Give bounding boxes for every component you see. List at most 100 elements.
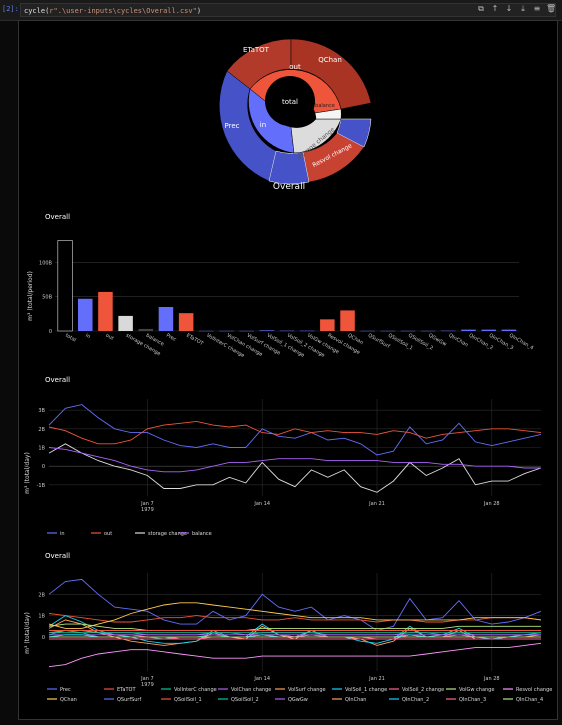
cell-prompt: [2]: xyxy=(2,5,19,13)
bar-qsoilsoil-1[interactable] xyxy=(380,330,396,332)
series-line-resvol-change[interactable] xyxy=(48,642,542,668)
xtick-label: Jan 14 xyxy=(253,676,270,682)
legend-entry-prec[interactable]: Prec xyxy=(60,687,71,693)
code-input[interactable]: cycle(r".\user-inputs\cycles\Overall.csv… xyxy=(20,3,556,17)
bar-storage-change[interactable] xyxy=(118,315,133,331)
bar-chart: Overall m³ (total/period) 100B 50B 0 total i… xyxy=(27,213,534,359)
legend-entry-qgwgw[interactable]: QGwGw xyxy=(288,697,308,703)
bar-chart-title: Overall xyxy=(45,213,70,221)
bar-qchan[interactable] xyxy=(340,310,355,331)
legend-entry-volsoil-2-change[interactable]: VolSoil_2 change xyxy=(402,687,444,693)
sunburst-center[interactable] xyxy=(265,76,315,126)
code-cell[interactable]: [2]: cycle(r".\user-inputs\cycles\Overal… xyxy=(0,0,562,21)
copy-icon[interactable]: ⧉ xyxy=(478,4,484,13)
legend-entry-qsoilsoil-1[interactable]: QSoilSoil_1 xyxy=(174,697,202,703)
series-line-balance[interactable] xyxy=(48,447,541,473)
series-line-in[interactable] xyxy=(48,404,542,456)
bar-volinterc-change[interactable] xyxy=(199,330,214,332)
ytick-label: 1B xyxy=(38,446,45,452)
output-figures: total out in storage change balance ETaT… xyxy=(24,38,552,703)
bar-volsurf-change[interactable] xyxy=(239,330,254,332)
series-line-prec[interactable] xyxy=(48,578,542,631)
bar-out[interactable] xyxy=(98,291,113,331)
legend-entry-etatot[interactable]: ETaTOT xyxy=(117,687,136,693)
arrow-up-icon[interactable]: ↑ xyxy=(491,4,499,13)
bar-xtick-label: QInChan xyxy=(447,333,469,349)
cell-toolbar: ⧉ ↑ ↓ ⤓ ≡ 🗑 xyxy=(476,3,556,15)
sunburst-label-qchan: QChan xyxy=(318,56,342,64)
download-icon[interactable]: ⤓ xyxy=(521,4,525,13)
legend-entry-qchan[interactable]: QChan xyxy=(60,697,77,703)
bar-qinchan-3[interactable] xyxy=(481,329,497,331)
ytick-label: -1B xyxy=(37,483,46,489)
legend-entry-qsoilsoil-2[interactable]: QSoilSoil_2 xyxy=(231,697,259,703)
bar-volgw-change[interactable] xyxy=(299,330,315,332)
bar-qgwgw[interactable] xyxy=(420,330,436,332)
series-line-etatot[interactable] xyxy=(48,613,542,623)
bar-prec[interactable] xyxy=(158,307,174,331)
sunburst-title: Overall xyxy=(273,182,305,192)
xtick-label: Jan 14 xyxy=(253,501,270,507)
sunburst-label-total: total xyxy=(282,98,298,106)
bar-qsurfsurf[interactable] xyxy=(360,330,375,332)
bar-xtick-label: out xyxy=(104,333,114,342)
line-chart-1-title: Overall xyxy=(45,376,70,384)
legend-entry-volinterc-change[interactable]: VolInterC change xyxy=(174,687,217,693)
trash-icon[interactable]: 🗑 xyxy=(546,4,557,13)
bar-volchan-change[interactable] xyxy=(219,330,234,332)
legend-entry-qinchan-2[interactable]: QInChan_2 xyxy=(402,697,429,703)
legend-entry-qsurfsurf[interactable]: QSurfSurf xyxy=(117,697,141,703)
sunburst-label-out: out xyxy=(289,63,301,71)
cell-output: total out in storage change balance ETaT… xyxy=(18,20,558,720)
bar-xtick-label: in xyxy=(84,333,91,340)
bar-volsoil-2-change[interactable] xyxy=(279,330,295,332)
sunburst-outer-small[interactable] xyxy=(268,150,310,185)
format-icon[interactable]: ≡ xyxy=(533,4,541,13)
legend-entry-volgw-change[interactable]: VolGw change xyxy=(459,687,494,693)
legend-entry-volchan-change[interactable]: VolChan change xyxy=(231,687,271,693)
bar-resvol-change[interactable] xyxy=(320,319,335,331)
sunburst-label-etatot: ETaTOT xyxy=(243,46,270,54)
bar-ytick-label: 100B xyxy=(39,260,53,266)
legend-entry-volsurf-change[interactable]: VolSurf change xyxy=(288,687,326,693)
sunburst-chart: total out in storage change balance ETaT… xyxy=(219,38,372,192)
sunburst-outer-prec[interactable] xyxy=(219,70,277,182)
line-chart-2-ylabel: m³ (total/day) xyxy=(24,612,31,654)
bar-etatot[interactable] xyxy=(178,313,194,331)
legend-entry-balance[interactable]: balance xyxy=(192,531,212,537)
legend-entry-qinchan-4[interactable]: QInChan_4 xyxy=(516,697,543,703)
bar-qinchan-2[interactable] xyxy=(461,329,476,331)
legend-entry-resvol-change[interactable]: Resvol change xyxy=(516,687,552,693)
legend-entry-volsoil-1-change[interactable]: VolSoil_1 change xyxy=(345,687,387,693)
bar-balance[interactable] xyxy=(138,328,154,331)
line-chart-1: Overall m³ (total/day) 3B 2B 1B 0 -1B Jan 719… xyxy=(24,376,542,537)
bar-qsoilsoil-2[interactable] xyxy=(400,330,416,332)
ytick-label: 3B xyxy=(38,408,45,414)
bar-qinchan-4[interactable] xyxy=(501,329,517,331)
bar-ytick-label: 50B xyxy=(42,295,52,301)
line-chart-1-ylabel: m³ (total/day) xyxy=(24,452,31,494)
arrow-down-icon[interactable]: ↓ xyxy=(505,4,513,13)
bar-xtick-label: total xyxy=(64,333,77,344)
series-line-volgw-change[interactable] xyxy=(48,623,541,631)
series-line-out[interactable] xyxy=(48,420,542,445)
legend-entry-qinchan[interactable]: QInChan xyxy=(345,697,366,703)
xtick-label: Jan 21 xyxy=(368,501,385,507)
series-line-qchan[interactable] xyxy=(48,602,542,629)
sunburst-label-prec: Prec xyxy=(225,122,240,130)
sunburst-outer-qchan[interactable] xyxy=(290,38,372,110)
bar-in[interactable] xyxy=(77,298,93,331)
legend-entry-in[interactable]: in xyxy=(60,531,65,537)
bar-total[interactable] xyxy=(57,240,73,332)
bar-volsoil-1-change[interactable] xyxy=(259,330,275,331)
bar-xtick-label: Prec xyxy=(165,333,177,344)
series-line-storage-change[interactable] xyxy=(48,443,542,493)
bar-qinchan[interactable] xyxy=(441,330,456,332)
xtick-year: 1979 xyxy=(141,507,154,513)
legend-entry-out[interactable]: out xyxy=(104,531,112,537)
sunburst-inner-balance[interactable] xyxy=(314,108,342,120)
bar-ytick-label: 0 xyxy=(49,329,52,335)
legend-entry-qinchan-3[interactable]: QInChan_3 xyxy=(459,697,486,703)
legend-entry-storage-change[interactable]: storage change xyxy=(148,531,187,537)
